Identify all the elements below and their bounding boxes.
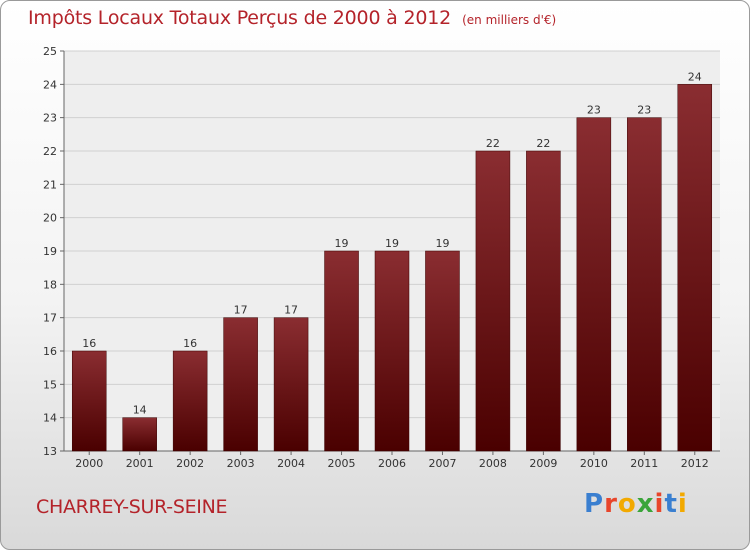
y-tick-label: 21 — [43, 178, 57, 191]
logo-letter: i — [677, 489, 688, 519]
bar-value-label: 19 — [335, 237, 349, 250]
bar-value-label: 17 — [234, 304, 248, 317]
bar-value-label: 23 — [637, 104, 651, 117]
y-tick-label: 14 — [43, 412, 57, 425]
chart-title: Impôts Locaux Totaux Perçus de 2000 à 20… — [28, 7, 556, 29]
x-tick-label: 2006 — [378, 457, 406, 470]
bar — [425, 250, 460, 452]
logo-letter: t — [664, 489, 678, 519]
x-tick-label: 2012 — [681, 457, 709, 470]
chart-unit: (en milliers d'€) — [462, 13, 557, 27]
y-tick-label: 25 — [43, 45, 57, 58]
bar-value-label: 17 — [284, 304, 298, 317]
x-tick-label: 2011 — [630, 457, 658, 470]
logo-letter: i — [654, 489, 665, 519]
x-tick-label: 2000 — [75, 457, 103, 470]
y-tick-label: 19 — [43, 245, 57, 258]
bar-value-label: 16 — [183, 337, 197, 350]
x-tick-label: 2008 — [479, 457, 507, 470]
bar-value-label: 24 — [688, 70, 702, 83]
bar-value-label: 22 — [536, 137, 550, 150]
bar — [122, 417, 157, 452]
bar-value-label: 14 — [133, 404, 147, 417]
y-tick-label: 22 — [43, 145, 57, 158]
proxiti-logo: Proxiti — [584, 489, 688, 519]
bar — [324, 250, 359, 452]
x-tick-label: 2005 — [328, 457, 356, 470]
y-tick-label: 15 — [43, 378, 57, 391]
x-tick-label: 2004 — [277, 457, 305, 470]
y-tick-label: 18 — [43, 278, 57, 291]
chart-title-text: Impôts Locaux Totaux Perçus de 2000 à 20… — [28, 7, 452, 29]
logo-letter: r — [604, 489, 618, 519]
x-tick-label: 2010 — [580, 457, 608, 470]
x-tick-label: 2007 — [428, 457, 456, 470]
x-tick-label: 2001 — [126, 457, 154, 470]
bar — [627, 117, 662, 452]
bar — [677, 84, 713, 452]
x-tick-label: 2003 — [227, 457, 255, 470]
x-tick-label: 2002 — [176, 457, 204, 470]
bar-value-label: 19 — [385, 237, 399, 250]
bar — [172, 350, 208, 452]
y-tick-label: 20 — [43, 212, 57, 225]
bar-value-label: 19 — [435, 237, 449, 250]
bar-value-label: 16 — [82, 337, 96, 350]
bar — [374, 250, 410, 452]
bar — [576, 117, 612, 452]
y-tick-label: 23 — [43, 112, 57, 125]
logo-letter: P — [584, 489, 605, 519]
bar — [223, 317, 258, 452]
bar — [526, 150, 561, 452]
bar — [273, 317, 309, 452]
logo-letter: o — [617, 489, 637, 519]
logo-letter: x — [636, 489, 655, 519]
y-tick-label: 17 — [43, 312, 57, 325]
x-tick-label: 2009 — [529, 457, 557, 470]
bar-value-label: 22 — [486, 137, 500, 150]
y-tick-label: 16 — [43, 345, 57, 358]
bar — [475, 150, 511, 452]
bar — [71, 350, 107, 452]
bar-value-label: 23 — [587, 104, 601, 117]
y-tick-label: 13 — [43, 445, 57, 458]
y-tick-label: 24 — [43, 78, 57, 91]
commune-name: CHARREY-SUR-SEINE — [36, 496, 228, 518]
